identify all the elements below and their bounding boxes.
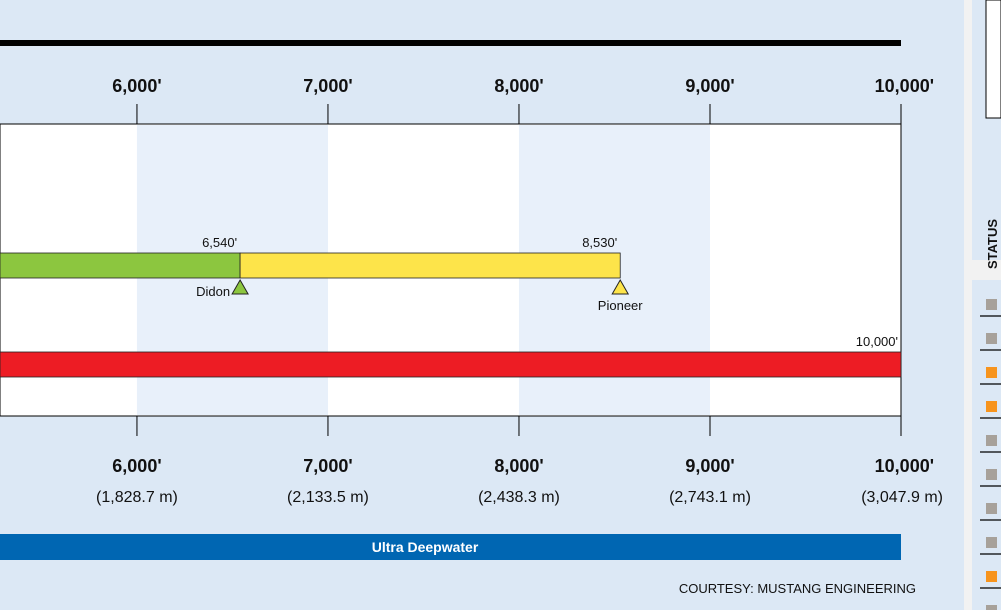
- status-label: STATUS: [985, 219, 1000, 269]
- top-axis: 6,000' 7,000' 8,000' 9,000' 10,000': [112, 76, 934, 124]
- side-marker: [986, 435, 997, 446]
- bottom-tick-label: 6,000': [112, 456, 161, 476]
- bottom-tick-label: 9,000': [685, 456, 734, 476]
- top-tick-label: 6,000': [112, 76, 161, 96]
- side-marker: [986, 537, 997, 548]
- bottom-axis: 6,000' (1,828.7 m) 7,000' (2,133.5 m) 8,000'…: [96, 416, 943, 506]
- right-panel: STATUS: [964, 0, 1001, 610]
- bottom-metric-label: (2,438.3 m): [478, 489, 560, 506]
- bar-end-label: 10,000': [856, 334, 898, 349]
- bar-segment: [0, 351, 902, 378]
- top-tick-label: 10,000': [875, 76, 934, 96]
- platform-marker: [231, 278, 249, 295]
- range-band-bar: [0, 534, 901, 560]
- top-tick-label: 8,000': [494, 76, 543, 96]
- side-markers: [980, 299, 1001, 610]
- platform-name: Didon: [196, 284, 230, 299]
- courtesy-text: COURTESY: MUSTANG ENGINEERING: [679, 581, 916, 596]
- series-group: 6,540' 8,530' Didon Pioneer 10,000': [0, 235, 902, 378]
- bottom-metric-label: (2,133.5 m): [287, 489, 369, 506]
- bar-segment: [239, 252, 621, 279]
- side-marker: [986, 367, 997, 378]
- bottom-metric-label: (3,047.9 m): [861, 489, 943, 506]
- bar-end-label: 8,530': [582, 235, 617, 250]
- bottom-metric-label: (2,743.1 m): [669, 489, 751, 506]
- side-marker: [986, 333, 997, 344]
- bar-segment: [0, 252, 241, 279]
- platform-name: Pioneer: [598, 298, 643, 313]
- status-box: [985, 0, 1001, 119]
- bar-end-label: 6,540': [202, 235, 237, 250]
- side-marker: [986, 503, 997, 514]
- side-marker: [986, 401, 997, 412]
- range-band-label: Ultra Deepwater: [372, 539, 479, 555]
- top-rule: [0, 40, 901, 46]
- bottom-tick-label: 10,000': [875, 456, 934, 476]
- side-marker: [986, 605, 997, 610]
- bottom-metric-label: (1,828.7 m): [96, 489, 178, 506]
- bottom-tick-label: 7,000': [303, 456, 352, 476]
- platform-marker: [611, 278, 630, 295]
- ultra-deepwater-band: Ultra Deepwater: [0, 534, 901, 560]
- side-marker: [986, 299, 997, 310]
- side-marker: [986, 469, 997, 480]
- side-marker: [986, 571, 997, 582]
- top-tick-label: 9,000': [685, 76, 734, 96]
- bottom-tick-label: 8,000': [494, 456, 543, 476]
- top-tick-label: 7,000': [303, 76, 352, 96]
